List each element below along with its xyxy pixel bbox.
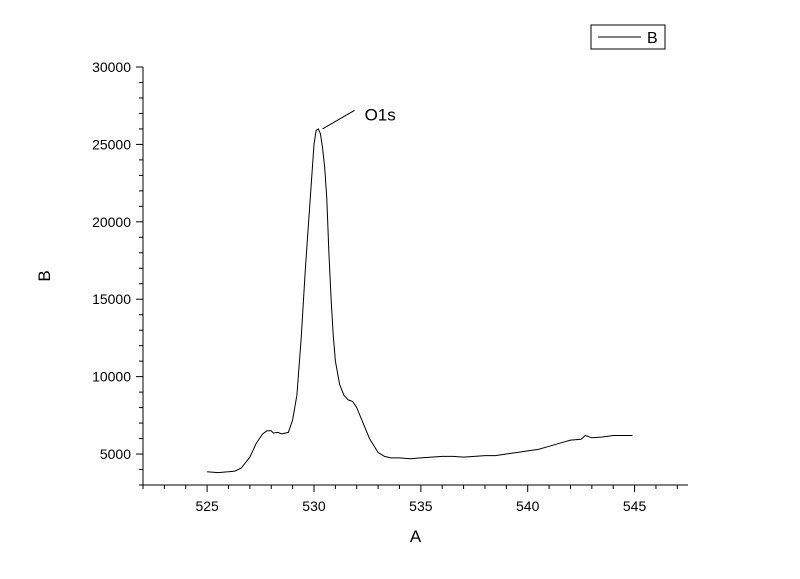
legend: B [590,24,666,50]
x-tick-label: 525 [195,498,219,514]
x-tick-label: 530 [302,498,326,514]
y-tick-label: 15000 [92,291,131,307]
axes [142,67,688,486]
y-tick-label: 10000 [92,369,131,385]
annotation-label: O1s [365,105,396,124]
x-axis-title: A [410,527,422,546]
x-tick-label: 540 [516,498,540,514]
y-tick-label: 25000 [92,136,131,152]
x-tick-label: 535 [409,498,433,514]
x-ticks: 525 530 535 540 545 [142,485,678,514]
series-line-b [207,128,633,474]
y-tick-label: 20000 [92,214,131,230]
y-tick-label: 5000 [100,446,131,462]
x-tick-label: 545 [623,498,647,514]
y-axis-title: B [35,270,54,281]
y-ticks: 5000 10000 15000 20000 25000 30000 [92,59,143,486]
y-tick-label: 30000 [92,59,131,75]
legend-label: B [647,30,658,47]
annotations: O1s [322,105,396,130]
annotation-leader-line [322,109,355,130]
